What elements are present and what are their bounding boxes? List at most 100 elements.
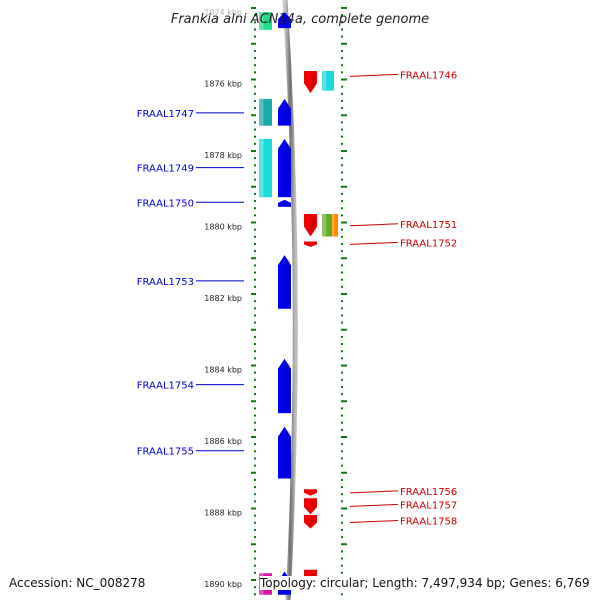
gene-label-FRAAL1755[interactable]: FRAAL1755 bbox=[137, 447, 194, 458]
gene-label-FRAAL1758[interactable]: FRAAL1758 bbox=[400, 517, 457, 528]
tick-left bbox=[254, 571, 256, 574]
tick-left bbox=[251, 328, 256, 331]
feature-shade bbox=[332, 213, 335, 237]
gene-label-FRAAL1753[interactable]: FRAAL1753 bbox=[137, 277, 194, 288]
leader-line bbox=[349, 503, 399, 507]
tick-right bbox=[341, 28, 343, 31]
gene-arrow bbox=[278, 12, 291, 29]
tick-right bbox=[341, 385, 343, 388]
gene-label-FRAAL1749[interactable]: FRAAL1749 bbox=[137, 164, 194, 175]
tick-right bbox=[341, 242, 343, 245]
tick-right bbox=[341, 14, 343, 17]
gene-arrow bbox=[278, 138, 291, 198]
tick-right bbox=[341, 99, 343, 102]
tick-right bbox=[341, 228, 343, 231]
kbp-label: 1890 kbp bbox=[204, 580, 242, 589]
gene-label-FRAAL1750[interactable]: FRAAL1750 bbox=[137, 198, 194, 209]
gene-arrow bbox=[278, 426, 291, 479]
tick-right bbox=[341, 121, 343, 124]
gene-g1751c bbox=[332, 213, 338, 237]
tick-right bbox=[341, 314, 343, 317]
kbp-label: 1880 kbp bbox=[204, 223, 242, 232]
tick-left bbox=[254, 307, 256, 310]
tick-right bbox=[341, 564, 343, 567]
tick-left bbox=[254, 28, 256, 31]
tick-right bbox=[341, 514, 343, 517]
tick-left bbox=[254, 71, 256, 74]
tick-left bbox=[254, 393, 256, 396]
tick-right bbox=[341, 264, 343, 267]
tick-right bbox=[341, 571, 343, 574]
tick-left bbox=[254, 478, 256, 481]
tick-left bbox=[254, 57, 256, 60]
gene-g1749b bbox=[259, 138, 272, 198]
tick-right bbox=[341, 393, 343, 396]
kbp-label: 1882 kbp bbox=[204, 294, 242, 303]
tick-right bbox=[341, 328, 347, 331]
gene-g1749 bbox=[278, 138, 291, 198]
tick-left bbox=[254, 214, 256, 217]
gene-shade bbox=[312, 74, 316, 90]
tick-right bbox=[341, 271, 343, 274]
tick-left bbox=[254, 228, 256, 231]
gene-arrow bbox=[304, 213, 317, 237]
gene-shade bbox=[286, 16, 290, 25]
gene-g1751 bbox=[304, 213, 317, 237]
tick-right bbox=[341, 550, 343, 553]
tick-right bbox=[341, 250, 343, 253]
gene-label-FRAAL1746[interactable]: FRAAL1746 bbox=[400, 70, 457, 81]
tick-right bbox=[341, 521, 343, 524]
tick-left bbox=[251, 543, 256, 546]
gene-label-FRAAL1752[interactable]: FRAAL1752 bbox=[400, 238, 457, 249]
tick-left bbox=[254, 235, 256, 238]
gene-label-FRAAL1754[interactable]: FRAAL1754 bbox=[137, 381, 194, 392]
gene-label-FRAAL1747[interactable]: FRAAL1747 bbox=[137, 109, 194, 120]
gene-arrow bbox=[304, 515, 317, 529]
tick-right bbox=[341, 278, 343, 281]
tick-right bbox=[341, 285, 343, 288]
tick-left bbox=[254, 85, 256, 88]
scale-ticks bbox=[251, 7, 347, 596]
tick-right bbox=[341, 192, 343, 195]
feature-block bbox=[259, 138, 272, 198]
gene-g1757 bbox=[304, 498, 317, 515]
tick-left bbox=[254, 121, 256, 124]
tick-right bbox=[341, 350, 343, 353]
gene-label-FRAAL1757[interactable]: FRAAL1757 bbox=[400, 500, 457, 511]
kbp-label: 1888 kbp bbox=[204, 509, 242, 518]
tick-left bbox=[254, 314, 256, 317]
tick-right bbox=[341, 235, 343, 238]
gene-label-FRAAL1751[interactable]: FRAAL1751 bbox=[400, 220, 457, 231]
topology-text: Topology: circular; Length: 7,497,934 bp… bbox=[260, 576, 590, 590]
tick-right bbox=[341, 450, 343, 453]
label-leaders bbox=[196, 73, 399, 524]
tick-left bbox=[254, 99, 256, 102]
tick-left bbox=[254, 157, 256, 160]
tick-left bbox=[254, 486, 256, 489]
tick-left bbox=[251, 114, 256, 117]
tick-left bbox=[254, 250, 256, 253]
feature-shade bbox=[322, 213, 327, 237]
tick-right bbox=[341, 428, 343, 431]
gene-arrow bbox=[278, 199, 291, 207]
tick-left bbox=[251, 507, 256, 510]
tick-left bbox=[254, 350, 256, 353]
tick-right bbox=[341, 49, 343, 52]
leader-line bbox=[349, 73, 399, 77]
tick-right bbox=[341, 157, 343, 160]
tick-left bbox=[251, 185, 256, 188]
tick-left bbox=[254, 128, 256, 131]
gene-g1752 bbox=[304, 241, 317, 247]
kbp-label: 1876 kbp bbox=[204, 80, 242, 89]
tick-left bbox=[254, 200, 256, 203]
tick-right bbox=[341, 378, 343, 381]
tick-left bbox=[254, 371, 256, 374]
tick-left bbox=[254, 14, 256, 17]
leader-line bbox=[349, 223, 399, 227]
gene-features bbox=[259, 12, 338, 595]
tick-right bbox=[341, 171, 343, 174]
tick-left bbox=[254, 178, 256, 181]
gene-label-FRAAL1756[interactable]: FRAAL1756 bbox=[400, 487, 457, 498]
tick-right bbox=[341, 221, 347, 224]
